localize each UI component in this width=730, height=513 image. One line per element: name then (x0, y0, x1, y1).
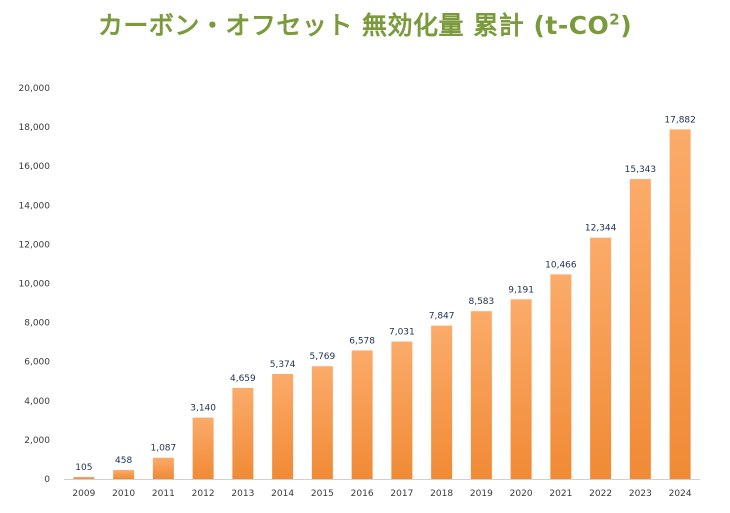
x-tick-label: 2010 (112, 489, 135, 499)
y-axis: 0 2,000 4,000 6,000 8,000 10,000 12,000 14,000 1… (19, 84, 51, 485)
chart-title-close: ) (620, 11, 633, 40)
chart-title-superscript: 2 (609, 10, 621, 29)
bar-2016 (351, 350, 373, 479)
data-label-2017: 7,031 (389, 328, 415, 338)
x-tick-label: 2009 (72, 489, 95, 499)
data-label-2020: 9,191 (508, 285, 534, 295)
data-label-2016: 6,578 (349, 336, 375, 346)
bar-2017 (391, 341, 413, 479)
chart-title-text: カーボン・オフセット 無効化量 累計 (t-CO (97, 11, 610, 40)
x-tick-label: 2022 (589, 489, 612, 499)
data-labels: 105 458 1,087 3,140 4,659 5,374 5,769 6,578 7,03… (75, 115, 696, 473)
y-tick-label: 16,000 (19, 162, 51, 172)
y-tick-label: 0 (44, 475, 50, 485)
bar-2020 (510, 299, 532, 479)
bar-2024 (669, 129, 691, 479)
y-tick-label: 12,000 (19, 240, 51, 250)
data-label-2022: 12,344 (585, 224, 617, 234)
x-tick-label: 2023 (629, 489, 652, 499)
data-label-2024: 17,882 (664, 115, 696, 125)
y-tick-label: 18,000 (19, 123, 51, 133)
y-tick-label: 8,000 (24, 319, 50, 329)
bar-2010 (113, 470, 135, 479)
x-tick-label: 2011 (152, 489, 175, 499)
bar-2019 (470, 311, 492, 479)
bar-2011 (152, 457, 174, 479)
data-label-2013: 4,659 (230, 374, 256, 384)
bar-2015 (311, 366, 333, 479)
bar-2009 (73, 476, 95, 479)
x-tick-label: 2014 (271, 489, 294, 499)
y-tick-label: 2,000 (24, 436, 50, 446)
bar-2023 (629, 179, 651, 479)
x-tick-label: 2024 (669, 489, 692, 499)
y-tick-label: 14,000 (19, 201, 51, 211)
data-label-2015: 5,769 (309, 352, 335, 362)
bar-2013 (232, 387, 254, 479)
data-label-2011: 1,087 (150, 444, 176, 454)
x-tick-label: 2012 (192, 489, 215, 499)
bar-2021 (550, 274, 572, 479)
data-label-2019: 8,583 (468, 297, 494, 307)
bar-2018 (431, 325, 453, 479)
x-tick-label: 2017 (390, 489, 413, 499)
x-tick-label: 2015 (311, 489, 334, 499)
x-tick-label: 2018 (430, 489, 453, 499)
x-axis: 2009 2010 2011 2012 2013 2014 2015 2016 2017 2018… (64, 479, 700, 499)
x-tick-label: 2021 (549, 489, 572, 499)
data-label-2014: 5,374 (270, 360, 296, 370)
y-tick-label: 6,000 (24, 358, 50, 368)
chart-title: カーボン・オフセット 無効化量 累計 (t-CO2) (0, 6, 730, 42)
data-label-2010: 458 (115, 456, 132, 466)
bar-2012 (192, 417, 214, 479)
bars (73, 129, 691, 479)
y-tick-label: 4,000 (24, 397, 50, 407)
x-tick-label: 2016 (351, 489, 374, 499)
x-tick-label: 2020 (510, 489, 533, 499)
data-label-2021: 10,466 (545, 260, 577, 270)
y-tick-label: 10,000 (19, 280, 51, 290)
x-tick-label: 2013 (231, 489, 254, 499)
x-tick-label: 2019 (470, 489, 493, 499)
data-label-2023: 15,343 (625, 165, 657, 175)
data-label-2018: 7,847 (429, 312, 455, 322)
bar-2022 (590, 237, 612, 479)
data-label-2012: 3,140 (190, 404, 216, 414)
bar-2014 (272, 373, 294, 479)
y-tick-label: 20,000 (19, 84, 51, 94)
data-label-2009: 105 (75, 463, 92, 473)
